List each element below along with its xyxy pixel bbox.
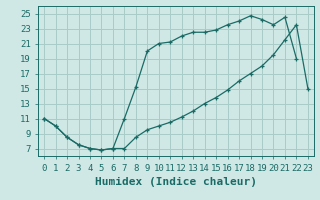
X-axis label: Humidex (Indice chaleur): Humidex (Indice chaleur): [95, 177, 257, 187]
